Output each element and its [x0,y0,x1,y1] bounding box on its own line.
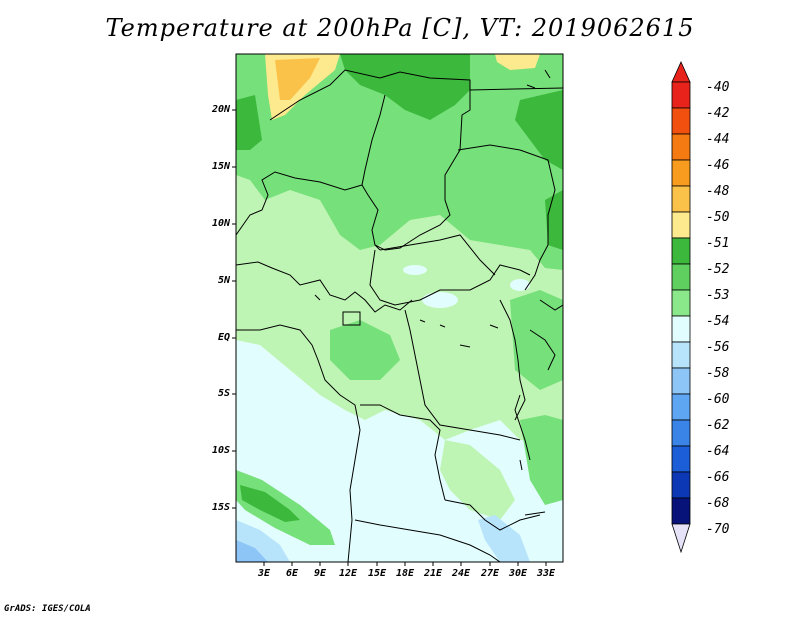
colorbar-top-triangle [671,61,691,83]
field-mid-green-north [236,54,563,270]
lon-label-3e: 3E [257,568,271,579]
lon-label-15e: 15E [367,568,387,579]
colorbar-swatch-0 [671,81,691,109]
lat-label-5n: 5N [217,275,230,286]
colorbar-label: -52 [706,262,730,277]
colorbar-label: -40 [706,80,730,95]
colorbar-label: -64 [706,444,730,459]
field-dark-green-north [340,54,470,120]
colorbar-label: -53 [706,288,730,303]
colorbar-swatch-10 [671,341,691,369]
colorbar-label: -54 [706,314,730,329]
field-pale-spot-2 [403,265,427,275]
colorbar-label: -46 [706,158,730,173]
map-panel [236,54,563,562]
colorbar-swatch-5 [671,211,691,239]
field-light-green-south [440,440,515,520]
map-title: Temperature at 200hPa [C], VT: 201906261… [105,14,695,42]
field-light-blue-se [478,515,530,562]
colorbar-swatch-13 [671,419,691,447]
lat-label-10n: 10N [211,218,230,229]
lon-label-27e: 27E [480,568,500,579]
field-dark-green-ne [515,90,563,170]
field-yellow-nw [275,58,320,100]
colorbar-swatch-3 [671,159,691,187]
lon-label-24e: 24E [451,568,471,579]
colorbar-label: -66 [706,470,730,485]
colorbar-label: -60 [706,392,730,407]
lon-label-9e: 9E [313,568,327,579]
colorbar-swatch-11 [671,367,691,395]
lon-label-33e: 33E [536,568,556,579]
lon-ticks [263,562,547,566]
colorbar-swatch-8 [671,289,691,317]
lon-label-18e: 18E [395,568,415,579]
colorbar-swatch-9 [671,315,691,343]
field-mid-green-east2 [520,415,563,505]
lat-label-10s: 10S [211,445,230,456]
lon-label-6e: 6E [285,568,299,579]
colorbar-swatch-1 [671,107,691,135]
colorbar-label: -58 [706,366,730,381]
colorbar-swatch-16 [671,497,691,525]
field-mid-green-central [330,320,400,380]
field-dark-green-sw [240,485,300,522]
colorbar-label: -51 [706,236,730,251]
colorbar-swatch-6 [671,237,691,265]
lat-ticks [232,109,236,509]
colorbar-label: -56 [706,340,730,355]
lon-label-12e: 12E [338,568,358,579]
lat-label-eq: EQ [217,332,230,343]
colorbar-swatch-2 [671,133,691,161]
field-dark-green-e [545,190,563,250]
colorbar-label: -70 [706,522,730,537]
colorbar-label: -62 [706,418,730,433]
credit-text: GrADS: IGES/COLA [4,604,91,614]
colorbar-swatch-4 [671,185,691,213]
lat-label-15n: 15N [211,161,230,172]
colorbar-label: -50 [706,210,730,225]
colorbar [671,61,691,554]
colorbar-label: -48 [706,184,730,199]
lon-label-30e: 30E [508,568,528,579]
colorbar-swatch-14 [671,445,691,473]
field-mid-green-east [510,290,563,390]
colorbar-swatch-12 [671,393,691,421]
lat-label-20n: 20N [211,104,230,115]
lon-label-21e: 21E [423,568,443,579]
colorbar-swatch-15 [671,471,691,499]
colorbar-label: -68 [706,496,730,511]
field-pale-spot-3 [510,279,530,291]
country-borders [236,69,563,562]
field-dark-green-w [236,95,262,150]
colorbar-swatch-7 [671,263,691,291]
field-pale-spot-1 [422,292,458,308]
lat-label-15s: 15S [211,502,230,513]
colorbar-label: -44 [706,132,730,147]
field-mid-blue-sw [236,540,268,562]
lat-label-5s: 5S [217,388,230,399]
map-frame [235,53,564,563]
colorbar-label: -42 [706,106,730,121]
colorbar-bottom-triangle [671,523,691,554]
field-pale-yellow-ne [495,54,540,70]
